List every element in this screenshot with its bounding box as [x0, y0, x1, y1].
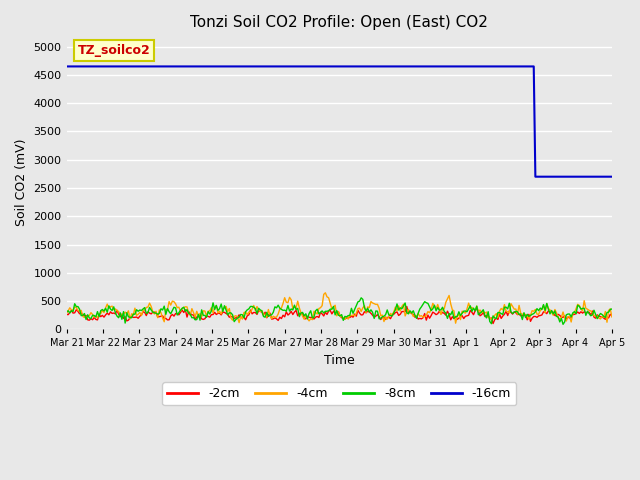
Text: TZ_soilco2: TZ_soilco2	[77, 44, 150, 57]
Legend: -2cm, -4cm, -8cm, -16cm: -2cm, -4cm, -8cm, -16cm	[162, 383, 516, 406]
Title: Tonzi Soil CO2 Profile: Open (East) CO2: Tonzi Soil CO2 Profile: Open (East) CO2	[190, 15, 488, 30]
Y-axis label: Soil CO2 (mV): Soil CO2 (mV)	[15, 139, 28, 226]
X-axis label: Time: Time	[324, 354, 355, 367]
